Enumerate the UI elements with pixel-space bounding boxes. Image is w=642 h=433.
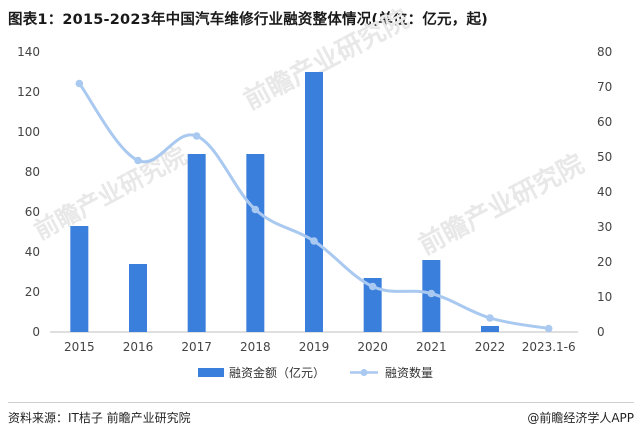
legend-line-label: 融资数量: [385, 365, 433, 380]
line-point: [544, 324, 553, 333]
right-axis-tick-label: 0: [597, 325, 605, 339]
watermark-text: 前瞻产业研究院: [239, 3, 414, 116]
footer: 资料来源：IT桔子 前瞻产业研究院 @前瞻经济学人APP: [8, 402, 634, 427]
left-axis-tick-label: 20: [25, 285, 40, 299]
bar: [305, 72, 323, 332]
line-point: [310, 237, 318, 245]
line-point: [75, 79, 84, 88]
x-axis-tick-label: 2019: [299, 340, 330, 354]
right-axis-tick-label: 20: [597, 255, 612, 269]
right-axis-tick-label: 70: [597, 80, 612, 94]
legend: 融资金额（亿元） 融资数量: [198, 365, 433, 380]
left-axis-tick-label: 120: [17, 85, 40, 99]
left-axis-tick-label: 80: [25, 165, 40, 179]
bar: [481, 326, 499, 332]
watermark-text: 前瞻产业研究院: [30, 142, 191, 246]
line-point: [368, 282, 377, 291]
line-point: [251, 205, 260, 214]
line-point: [486, 314, 494, 322]
watermark-text: 前瞻产业研究院: [414, 148, 589, 261]
x-axis-tick-label: 2020: [357, 340, 388, 354]
right-axis-tick-label: 30: [597, 220, 612, 234]
line-series: [75, 79, 553, 333]
x-axis-tick-label: 2015: [64, 340, 95, 354]
bar: [246, 154, 265, 332]
right-axis: 0 10 20 30 40 50 60 70 80: [597, 45, 612, 339]
legend-bar-label: 融资金额（亿元）: [229, 365, 325, 380]
left-axis-tick-label: 140: [17, 45, 40, 59]
legend-bar-swatch: [198, 368, 224, 377]
x-axis-tick-label: 2017: [181, 340, 212, 354]
line-path: [78, 82, 549, 330]
source-note: 资料来源：IT桔子 前瞻产业研究院: [8, 411, 191, 425]
right-axis-tick-label: 60: [597, 115, 612, 129]
left-axis-tick-label: 100: [17, 125, 40, 139]
line-point: [192, 132, 201, 140]
right-axis-tick-label: 50: [597, 150, 612, 164]
left-axis-tick-label: 60: [25, 205, 40, 219]
bar: [70, 226, 89, 332]
x-axis-tick-label: 2023.1-6: [522, 340, 576, 354]
brand-credit: @前瞻经济学人APP: [527, 411, 634, 425]
right-axis-tick-label: 40: [597, 185, 612, 199]
x-axis-tick-label: 2022: [475, 340, 506, 354]
legend-line-marker: [360, 369, 368, 376]
left-axis-tick-label: 40: [25, 245, 40, 259]
line-point: [427, 289, 436, 298]
right-axis-tick-label: 80: [597, 45, 612, 59]
bar: [363, 278, 382, 332]
chart-title: 图表1：2015-2023年中国汽车维修行业融资整体情况(单位：亿元，起): [8, 12, 488, 28]
bar: [129, 264, 147, 332]
bar: [187, 154, 206, 332]
right-axis-tick-label: 10: [597, 290, 612, 304]
left-axis: 0 20 40 60 80 100 120 140: [17, 45, 40, 339]
left-axis-tick-label: 0: [32, 325, 40, 339]
x-axis-tick-label: 2018: [240, 340, 271, 354]
line-point: [134, 156, 142, 165]
x-axis-tick-label: 2016: [123, 340, 154, 354]
x-axis-tick-label: 2021: [416, 340, 447, 354]
x-axis: 2015 2016 2017 2018 2019 2020 2021 2022 2023.1-6: [64, 340, 576, 354]
